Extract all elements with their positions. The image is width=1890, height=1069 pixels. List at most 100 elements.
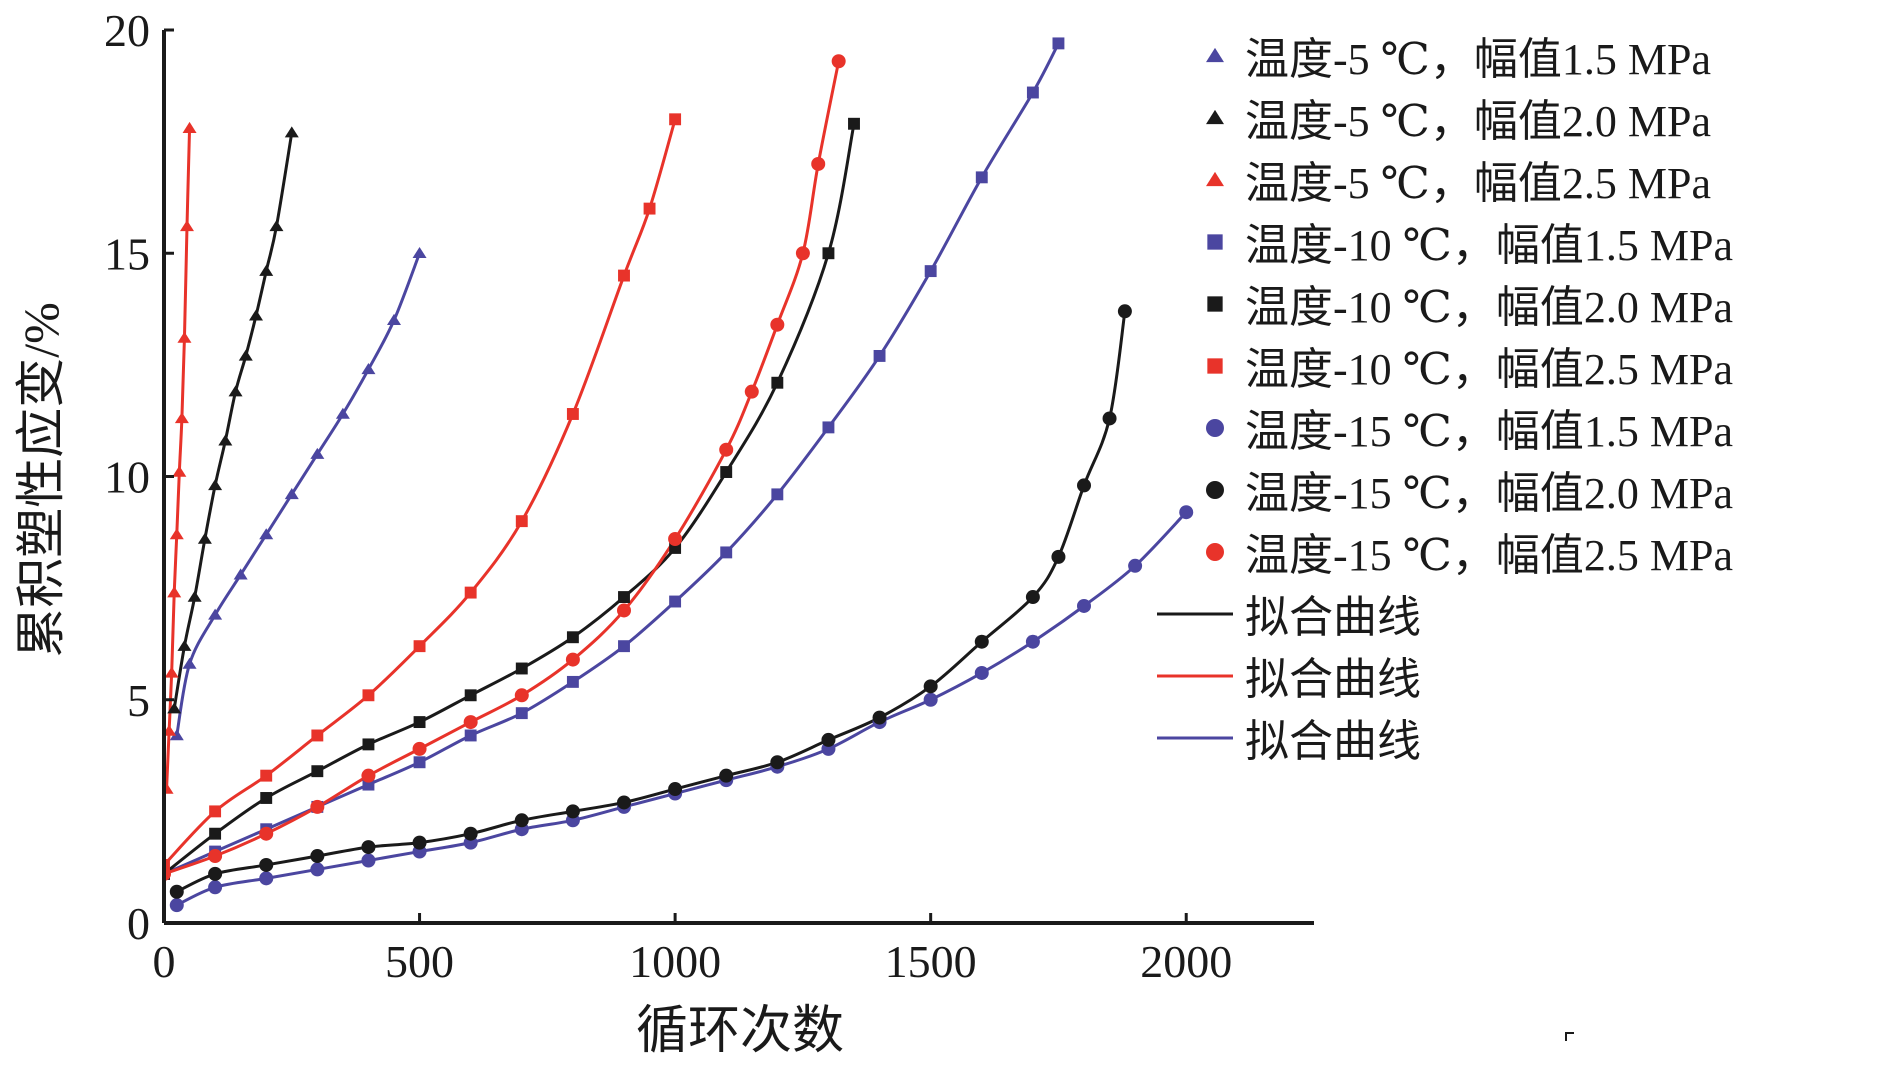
data-point xyxy=(167,586,182,598)
legend-item: 温度-5 ℃，幅值2.5 MPa xyxy=(1206,159,1711,208)
data-point xyxy=(514,813,529,828)
data-point xyxy=(643,202,656,215)
data-point xyxy=(821,732,836,747)
x-tick-label: 1500 xyxy=(885,936,977,987)
data-point xyxy=(259,264,274,276)
data-point xyxy=(770,755,785,770)
fit-curve xyxy=(176,511,1188,907)
data-point xyxy=(310,862,325,877)
data-point xyxy=(362,778,375,791)
data-point xyxy=(618,591,630,604)
data-point xyxy=(169,898,184,913)
data-point xyxy=(1128,558,1143,573)
legend-item: 温度-10 ℃，幅值2.0 MPa xyxy=(1207,283,1733,332)
data-point xyxy=(831,54,846,69)
legend-label: 温度-5 ℃，幅值1.5 MPa xyxy=(1245,35,1711,84)
data-point xyxy=(208,880,223,895)
data-point xyxy=(208,866,223,881)
data-point xyxy=(362,738,375,751)
data-point xyxy=(720,546,733,559)
data-point xyxy=(310,447,325,459)
data-point xyxy=(284,488,299,500)
data-point xyxy=(515,662,528,675)
data-point xyxy=(311,765,324,778)
legend-marker xyxy=(1207,358,1223,374)
data-markers xyxy=(164,37,1194,913)
legend-label: 拟合曲线 xyxy=(1245,717,1421,766)
data-point xyxy=(566,408,579,420)
corner-mark xyxy=(1565,1032,1574,1041)
data-point xyxy=(565,804,580,819)
legend-item: 温度-5 ℃，幅值1.5 MPa xyxy=(1206,35,1711,84)
legend-marker xyxy=(1206,419,1224,437)
data-point xyxy=(362,689,375,702)
data-point xyxy=(164,782,174,794)
data-point xyxy=(1052,37,1065,50)
data-point xyxy=(463,715,478,730)
y-tick-label: 20 xyxy=(104,5,150,56)
legend-label: 拟合曲线 xyxy=(1245,593,1421,642)
data-point xyxy=(1077,598,1091,613)
legend-label: 温度-10 ℃，幅值2.0 MPa xyxy=(1245,283,1733,332)
data-point xyxy=(164,666,179,678)
data-point xyxy=(974,665,989,680)
data-point xyxy=(566,631,579,644)
data-point xyxy=(260,792,273,804)
fit-curve xyxy=(164,123,856,876)
data-point xyxy=(361,853,376,868)
data-point xyxy=(1026,86,1039,99)
data-point xyxy=(413,640,426,653)
data-point xyxy=(1117,304,1132,319)
legend-item: 温度-15 ℃，幅值2.0 MPa xyxy=(1206,469,1733,518)
legend-item-fit: 拟合曲线 xyxy=(1157,655,1421,704)
data-point xyxy=(174,412,189,424)
data-point xyxy=(514,688,529,703)
data-point xyxy=(744,384,759,399)
data-point xyxy=(387,313,401,325)
legend-label: 温度-15 ℃，幅值2.5 MPa xyxy=(1245,531,1733,580)
y-tick-label: 5 xyxy=(127,675,150,726)
data-point xyxy=(1077,478,1091,493)
legend-label: 温度-5 ℃，幅值2.0 MPa xyxy=(1245,97,1711,146)
data-point xyxy=(228,385,243,397)
legend-label: 温度-10 ℃，幅值2.5 MPa xyxy=(1245,345,1733,394)
data-point xyxy=(259,857,274,872)
data-point xyxy=(668,782,683,797)
data-point xyxy=(464,586,477,599)
data-point xyxy=(975,171,988,184)
data-point xyxy=(668,532,683,547)
data-point xyxy=(924,265,937,278)
data-point xyxy=(515,515,528,528)
data-point xyxy=(259,826,274,841)
data-point xyxy=(771,376,784,389)
data-point xyxy=(182,121,197,133)
data-point xyxy=(719,442,734,457)
legend-item: 温度-15 ℃，幅值1.5 MPa xyxy=(1206,407,1733,456)
data-point xyxy=(1025,634,1040,649)
data-point xyxy=(197,532,212,544)
data-point xyxy=(795,246,810,261)
data-point xyxy=(259,871,274,886)
y-tick-label: 10 xyxy=(104,452,150,503)
legend-item: 温度-10 ℃，幅值1.5 MPa xyxy=(1207,221,1733,270)
data-point xyxy=(617,795,631,810)
legend-label: 温度-15 ℃，幅值1.5 MPa xyxy=(1245,407,1733,456)
data-point xyxy=(187,590,202,602)
data-point xyxy=(412,835,427,850)
data-point xyxy=(770,317,785,332)
data-point xyxy=(771,488,784,501)
data-point xyxy=(515,707,528,720)
data-point xyxy=(720,466,733,478)
y-axis-label: 累积塑性应变/% xyxy=(13,302,69,658)
legend-marker xyxy=(1207,296,1223,312)
data-point xyxy=(822,421,835,434)
y-tick-label: 0 xyxy=(127,898,150,949)
data-point xyxy=(413,716,426,729)
data-point xyxy=(310,849,325,864)
legend-item: 温度-5 ℃，幅值2.0 MPa xyxy=(1206,97,1711,146)
data-point xyxy=(669,595,682,608)
data-point xyxy=(169,729,184,741)
data-point xyxy=(848,117,860,130)
data-point xyxy=(218,434,233,446)
data-point xyxy=(311,729,324,742)
